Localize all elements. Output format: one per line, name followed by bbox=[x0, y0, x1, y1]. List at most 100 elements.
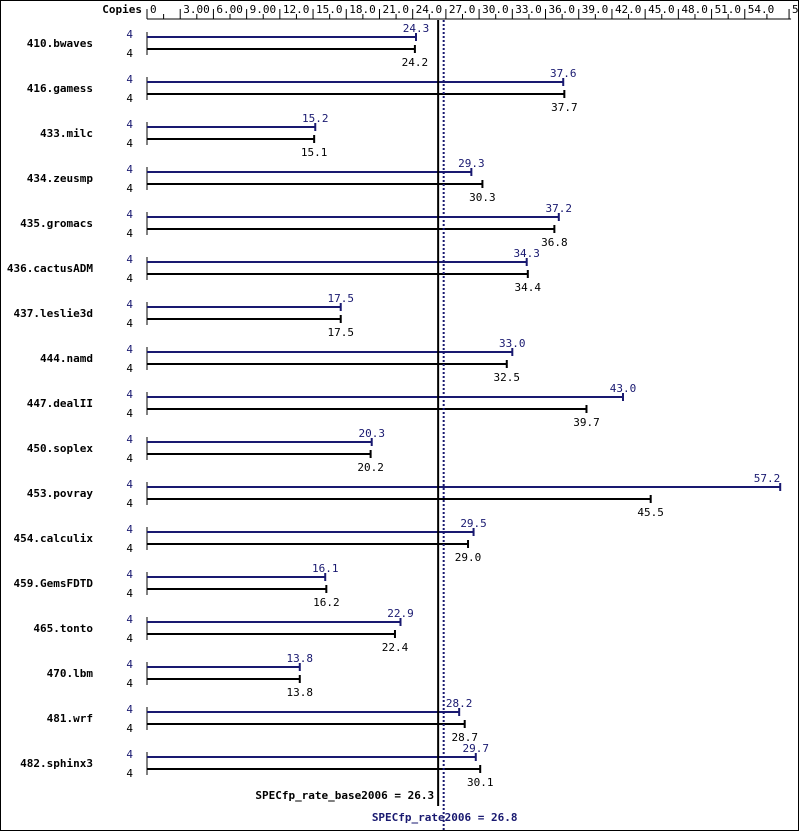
peak-value-label: 43.0 bbox=[610, 382, 637, 395]
base-value-label: 15.1 bbox=[301, 146, 328, 159]
base-copies-label: 4 bbox=[126, 497, 133, 510]
base-value-label: 32.5 bbox=[494, 371, 521, 384]
base-value-label: 39.7 bbox=[573, 416, 600, 429]
benchmark-name: 434.zeusmp bbox=[27, 172, 94, 185]
x-tick-label: 54.0 bbox=[748, 3, 775, 16]
base-copies-label: 4 bbox=[126, 227, 133, 240]
benchmark-name: 482.sphinx3 bbox=[20, 757, 93, 770]
x-tick-label: 33.0 bbox=[515, 3, 542, 16]
peak-value-label: 28.2 bbox=[446, 697, 473, 710]
benchmark-name: 416.gamess bbox=[27, 82, 93, 95]
x-tick-label: 3.00 bbox=[183, 3, 210, 16]
peak-copies-label: 4 bbox=[126, 343, 133, 356]
peak-reference-label: SPECfp_rate2006 = 26.8 bbox=[372, 811, 518, 824]
x-tick-label: 39.0 bbox=[582, 3, 609, 16]
peak-copies-label: 4 bbox=[126, 208, 133, 221]
peak-copies-label: 4 bbox=[126, 568, 133, 581]
base-value-label: 22.4 bbox=[382, 641, 409, 654]
peak-value-label: 34.3 bbox=[513, 247, 540, 260]
x-tick-label: 24.0 bbox=[416, 3, 443, 16]
x-tick-label: 9.00 bbox=[250, 3, 277, 16]
base-copies-label: 4 bbox=[126, 767, 133, 780]
base-value-label: 45.5 bbox=[637, 506, 664, 519]
x-tick-label: 18.0 bbox=[349, 3, 376, 16]
x-tick-label: 12.0 bbox=[283, 3, 310, 16]
base-value-label: 24.2 bbox=[402, 56, 429, 69]
base-copies-label: 4 bbox=[126, 542, 133, 555]
base-copies-label: 4 bbox=[126, 182, 133, 195]
base-copies-label: 4 bbox=[126, 317, 133, 330]
peak-value-label: 33.0 bbox=[499, 337, 526, 350]
x-tick-label: 27.0 bbox=[449, 3, 476, 16]
peak-copies-label: 4 bbox=[126, 253, 133, 266]
peak-value-label: 20.3 bbox=[358, 427, 385, 440]
peak-value-label: 29.7 bbox=[463, 742, 490, 755]
peak-value-label: 22.9 bbox=[387, 607, 414, 620]
benchmark-name: 450.soplex bbox=[27, 442, 94, 455]
base-value-label: 16.2 bbox=[313, 596, 340, 609]
benchmark-name: 436.cactusADM bbox=[7, 262, 93, 275]
peak-value-label: 37.2 bbox=[546, 202, 573, 215]
base-copies-label: 4 bbox=[126, 452, 133, 465]
base-value-label: 30.1 bbox=[467, 776, 494, 789]
peak-copies-label: 4 bbox=[126, 748, 133, 761]
base-value-label: 20.2 bbox=[357, 461, 384, 474]
base-value-label: 30.3 bbox=[469, 191, 496, 204]
peak-copies-label: 4 bbox=[126, 658, 133, 671]
x-tick-label: 48.0 bbox=[681, 3, 708, 16]
base-value-label: 34.4 bbox=[515, 281, 542, 294]
x-tick-label: 36.0 bbox=[549, 3, 576, 16]
benchmark-name: 447.dealII bbox=[27, 397, 93, 410]
base-copies-label: 4 bbox=[126, 272, 133, 285]
x-tick-label: 45.0 bbox=[648, 3, 675, 16]
x-tick-label: 21.0 bbox=[382, 3, 409, 16]
copies-header: Copies bbox=[102, 3, 142, 16]
x-tick-label: 51.0 bbox=[715, 3, 742, 16]
peak-value-label: 13.8 bbox=[287, 652, 314, 665]
base-copies-label: 4 bbox=[126, 47, 133, 60]
peak-copies-label: 4 bbox=[126, 28, 133, 41]
benchmark-name: 453.povray bbox=[27, 487, 94, 500]
base-reference-label: SPECfp_rate_base2006 = 26.3 bbox=[255, 789, 434, 802]
x-tick-label: 15.0 bbox=[316, 3, 343, 16]
peak-value-label: 16.1 bbox=[312, 562, 339, 575]
base-value-label: 36.8 bbox=[541, 236, 568, 249]
peak-copies-label: 4 bbox=[126, 163, 133, 176]
peak-value-label: 29.3 bbox=[458, 157, 485, 170]
x-tick-label: 58.0 bbox=[792, 3, 799, 16]
benchmark-name: 465.tonto bbox=[33, 622, 93, 635]
peak-copies-label: 4 bbox=[126, 478, 133, 491]
benchmark-name: 435.gromacs bbox=[20, 217, 93, 230]
base-value-label: 28.7 bbox=[451, 731, 478, 744]
base-copies-label: 4 bbox=[126, 632, 133, 645]
x-tick-label: 6.00 bbox=[216, 3, 243, 16]
base-copies-label: 4 bbox=[126, 362, 133, 375]
peak-value-label: 29.5 bbox=[460, 517, 487, 530]
peak-copies-label: 4 bbox=[126, 73, 133, 86]
peak-value-label: 57.2 bbox=[754, 472, 781, 485]
base-value-label: 37.7 bbox=[551, 101, 578, 114]
benchmark-name: 470.lbm bbox=[47, 667, 94, 680]
base-copies-label: 4 bbox=[126, 407, 133, 420]
base-copies-label: 4 bbox=[126, 587, 133, 600]
base-copies-label: 4 bbox=[126, 137, 133, 150]
peak-copies-label: 4 bbox=[126, 298, 133, 311]
peak-copies-label: 4 bbox=[126, 118, 133, 131]
benchmark-name: 459.GemsFDTD bbox=[14, 577, 94, 590]
peak-value-label: 17.5 bbox=[327, 292, 354, 305]
x-tick-label: 30.0 bbox=[482, 3, 509, 16]
benchmark-name: 437.leslie3d bbox=[14, 307, 93, 320]
base-value-label: 17.5 bbox=[327, 326, 354, 339]
benchmark-name: 433.milc bbox=[40, 127, 93, 140]
peak-copies-label: 4 bbox=[126, 703, 133, 716]
peak-value-label: 15.2 bbox=[302, 112, 329, 125]
peak-copies-label: 4 bbox=[126, 613, 133, 626]
x-tick-label: 0 bbox=[150, 3, 157, 16]
benchmark-name: 454.calculix bbox=[14, 532, 94, 545]
peak-value-label: 24.3 bbox=[403, 22, 430, 35]
peak-copies-label: 4 bbox=[126, 523, 133, 536]
base-value-label: 13.8 bbox=[287, 686, 314, 699]
